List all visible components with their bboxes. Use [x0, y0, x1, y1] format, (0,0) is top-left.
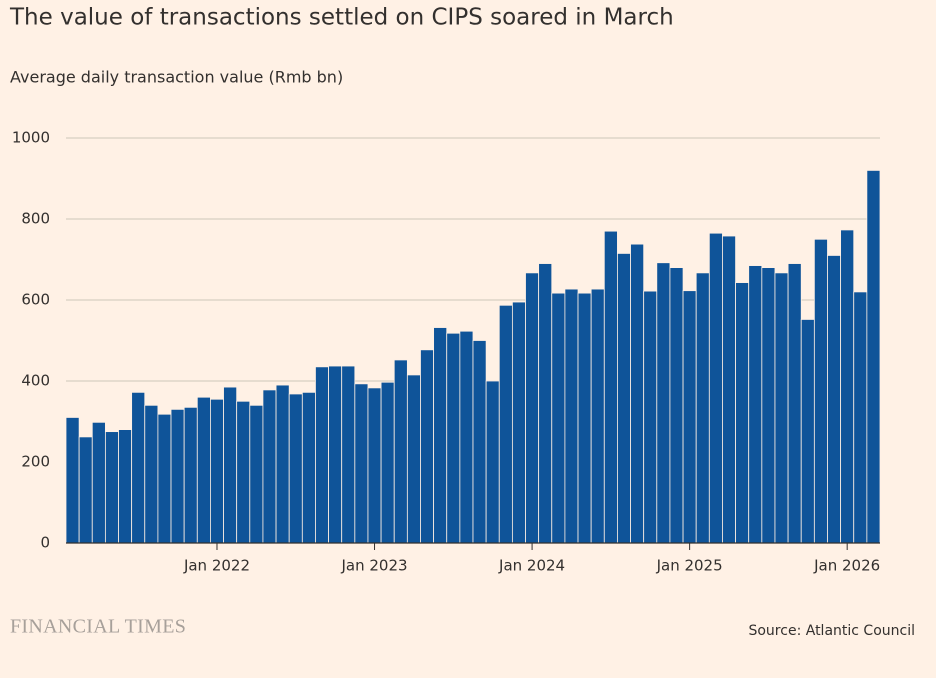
brand: FINANCIAL TIMES — [10, 616, 186, 638]
bar — [118, 429, 133, 544]
bar — [669, 267, 684, 544]
bar — [617, 253, 631, 544]
chart-title: The value of transactions settled on CIP… — [9, 5, 674, 31]
y-tick-label: 0 — [40, 534, 50, 552]
bar — [301, 391, 316, 544]
bar — [459, 330, 474, 544]
bar — [420, 349, 435, 544]
bar — [564, 288, 579, 544]
bar — [722, 235, 736, 544]
bar — [800, 319, 815, 544]
chart-subtitle: Average daily transaction value (Rmb bn) — [10, 68, 343, 87]
bar — [393, 359, 408, 544]
bar — [354, 383, 369, 544]
bar — [91, 421, 106, 544]
y-tick-label: 400 — [21, 372, 50, 390]
x-tick-label: Jan 2024 — [498, 557, 565, 575]
bar — [406, 374, 421, 544]
bar — [78, 436, 93, 544]
bar — [682, 290, 697, 544]
bar — [498, 304, 513, 544]
bar — [341, 365, 356, 544]
bar — [866, 169, 881, 544]
bar — [249, 404, 264, 544]
x-tick-label: Jan 2022 — [183, 557, 250, 575]
bar — [262, 389, 277, 544]
bar — [853, 291, 868, 544]
bar — [643, 290, 658, 544]
bar — [551, 292, 566, 544]
bar — [170, 408, 185, 544]
bar — [367, 387, 382, 544]
bar — [485, 380, 500, 544]
bar — [603, 230, 618, 544]
bar — [774, 272, 789, 544]
bar — [446, 332, 461, 544]
bar — [236, 400, 251, 544]
x-tick-label: Jan 2023 — [340, 557, 407, 575]
bar — [210, 398, 224, 544]
bar — [196, 396, 211, 544]
y-tick-label: 200 — [21, 453, 50, 471]
bar — [223, 386, 238, 544]
bar — [525, 272, 540, 544]
bar — [315, 366, 329, 544]
bar — [827, 255, 842, 544]
bar — [275, 384, 290, 544]
y-tick-label: 1000 — [12, 129, 50, 147]
bar — [577, 292, 592, 544]
bar — [472, 340, 487, 544]
x-tick-label: Jan 2026 — [813, 557, 880, 575]
bar — [288, 393, 303, 544]
bar — [590, 288, 605, 544]
bar — [695, 272, 710, 544]
source: Source: Atlantic Council — [748, 623, 915, 639]
bar — [157, 413, 172, 544]
bar — [104, 431, 119, 544]
bar — [328, 365, 343, 544]
bar — [708, 232, 723, 544]
y-tick-label: 600 — [21, 291, 50, 309]
bar — [813, 238, 828, 544]
y-tick-label: 800 — [21, 210, 50, 228]
bar — [144, 404, 159, 544]
bar — [735, 282, 750, 544]
bar — [761, 267, 776, 544]
bar — [183, 406, 198, 544]
bar — [538, 263, 553, 544]
bar — [131, 391, 146, 544]
bar — [748, 265, 763, 544]
x-tick-label: Jan 2025 — [656, 557, 723, 575]
bar — [630, 243, 645, 544]
bar — [840, 229, 855, 544]
bar — [511, 301, 526, 544]
bar — [433, 327, 448, 544]
bar — [380, 381, 395, 544]
bar — [65, 417, 80, 544]
bar — [656, 262, 671, 544]
bar — [787, 263, 802, 544]
